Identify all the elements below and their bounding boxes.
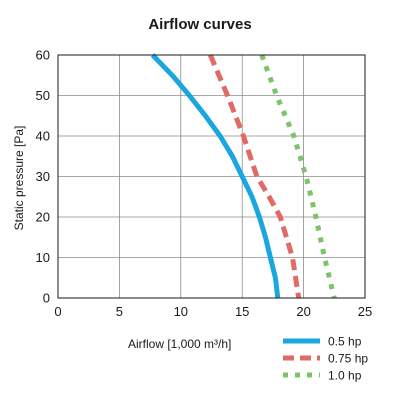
y-tick-label: 60 <box>36 48 50 63</box>
x-tick-label: 5 <box>116 304 123 319</box>
legend-label: 0.5 hp <box>328 335 362 349</box>
x-tick-label: 15 <box>235 304 249 319</box>
plot-frame <box>57 54 366 299</box>
x-axis-label: Airflow [1,000 m³/h] <box>128 337 231 351</box>
legend-label: 1.0 hp <box>328 369 362 383</box>
x-tick-label: 10 <box>174 304 188 319</box>
y-tick-label: 40 <box>36 129 50 144</box>
legend-label: 0.75 hp <box>328 352 368 366</box>
legend: 0.5 hp 0.75 hp 1.0 hp <box>283 335 368 383</box>
x-tick-label: 25 <box>358 304 372 319</box>
y-tick-label: 20 <box>36 210 50 225</box>
y-tick-label: 30 <box>36 169 50 184</box>
chart-title: Airflow curves <box>148 16 252 33</box>
y-axis-label: Static pressure [Pa] <box>12 126 26 231</box>
series-lines <box>150 53 337 299</box>
series-line-0-75-hp <box>207 54 302 299</box>
x-tick-label: 20 <box>296 304 310 319</box>
y-tick-label: 10 <box>36 250 50 265</box>
y-tick-label: 0 <box>43 291 50 306</box>
grid <box>57 54 366 299</box>
series-line-0-5-hp <box>150 53 281 299</box>
x-tick-label: 0 <box>54 304 61 319</box>
y-tick-label: 50 <box>36 88 50 103</box>
tick-labels: 0 5 10 15 20 25 0 10 20 30 40 50 60 <box>36 48 373 320</box>
